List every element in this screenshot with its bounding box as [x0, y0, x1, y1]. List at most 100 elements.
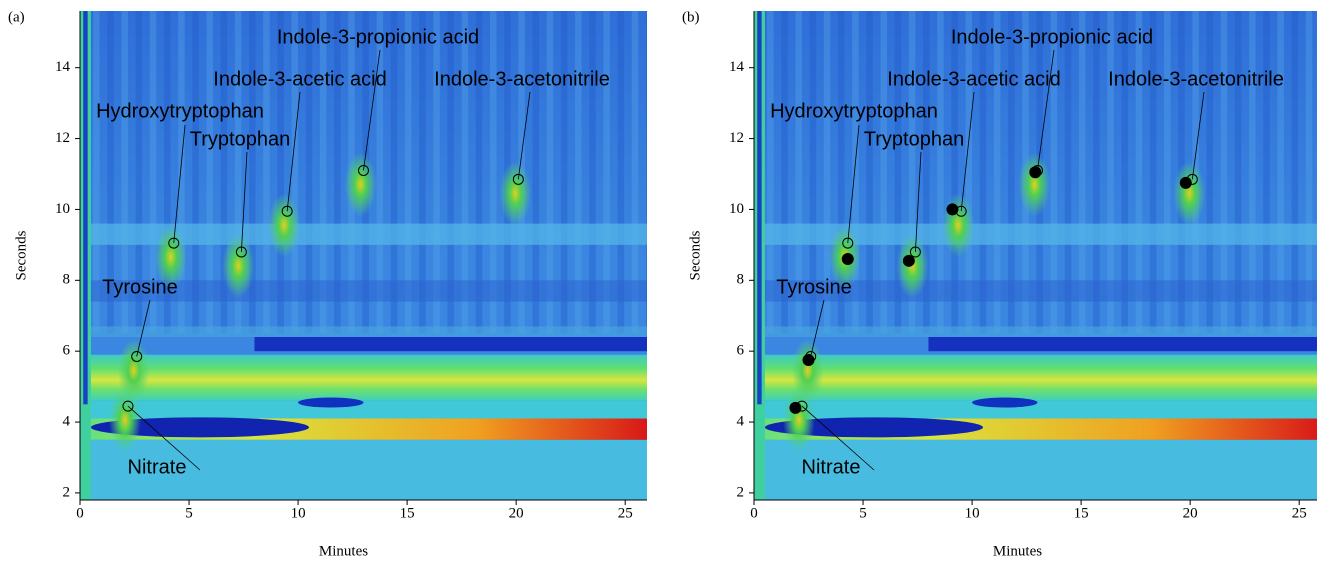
heatmap-band	[83, 11, 88, 405]
heatmap-stripe	[1291, 11, 1299, 334]
heatmap-stripe	[1078, 11, 1086, 334]
heatmap-stripe	[937, 11, 944, 334]
open-point	[281, 205, 293, 217]
heatmap-stripe	[334, 11, 341, 334]
y-tick-label: 4	[63, 413, 71, 429]
heatmap-band	[80, 280, 647, 302]
heatmap-stripe	[603, 11, 610, 334]
open-point	[842, 237, 854, 249]
leader-line	[240, 151, 248, 252]
heatmap-stripe	[852, 11, 859, 334]
heatmap-stripe	[461, 11, 469, 334]
annotation: Indole-3-acetonitrile	[434, 68, 610, 90]
heatmap-stripe	[951, 11, 958, 334]
heatmap-blob	[764, 417, 983, 438]
x-tick-label: 0	[76, 505, 84, 521]
heatmap-stripe	[880, 11, 888, 334]
open-point	[131, 350, 143, 362]
heatmap-stripe	[1064, 11, 1072, 334]
heatmap-stripe	[546, 11, 554, 334]
heatmap-peak	[896, 233, 929, 298]
heatmap-stripe	[781, 11, 788, 334]
heatmap-band	[80, 400, 647, 419]
annotation: Indole-3-propionic acid	[951, 26, 1153, 48]
heatmap-peak	[1018, 152, 1051, 217]
heatmap-blob	[298, 397, 364, 408]
heatmap	[754, 11, 1317, 500]
heatmap-stripe	[404, 11, 412, 334]
filled-point	[946, 203, 959, 216]
heatmap-stripe	[809, 11, 817, 334]
annotation: Tryptophan	[864, 128, 964, 150]
y-tick-label: 6	[63, 343, 71, 359]
heatmap-band	[80, 439, 647, 500]
heatmap-stripe	[249, 11, 256, 334]
heatmap-blob	[972, 397, 1038, 408]
y-tick-label: 4	[737, 413, 745, 429]
heatmap-peak	[222, 233, 255, 298]
y-tick-label: 12	[729, 130, 744, 146]
heatmap-band	[754, 326, 1317, 337]
heatmap-peak	[1173, 161, 1206, 226]
heatmap-stripe	[178, 11, 185, 334]
filled-point	[841, 253, 854, 266]
heatmap-stripe	[291, 11, 299, 334]
heatmap-stripe	[1206, 11, 1214, 334]
heatmap-stripe	[1121, 11, 1129, 334]
heatmap-stripe	[1249, 11, 1256, 334]
heatmap-peak	[499, 161, 532, 226]
heatmap-stripe	[1135, 11, 1143, 334]
x-tick-label: 15	[1074, 505, 1089, 521]
heatmap-stripe	[234, 11, 242, 334]
heatmap-band	[254, 337, 647, 352]
leader-line	[847, 124, 860, 244]
leader-line	[810, 299, 825, 357]
annotation: Tyrosine	[102, 276, 178, 298]
x-tick-label: 5	[185, 505, 193, 521]
heatmap-band	[80, 326, 647, 337]
open-point	[122, 400, 134, 412]
y-tick-label: 10	[55, 201, 70, 217]
heatmap-stripe	[305, 11, 313, 334]
x-tick-label: 25	[1292, 505, 1307, 521]
leader-line	[801, 405, 875, 471]
heatmap-stripe	[1220, 11, 1228, 334]
x-tick-label: 20	[1183, 505, 1198, 521]
heatmap-stripe	[1107, 11, 1114, 334]
heatmap-stripe	[376, 11, 384, 334]
heatmap-stripe	[965, 11, 973, 334]
heatmap-stripe	[390, 11, 398, 334]
open-point	[358, 164, 369, 176]
heatmap-band	[754, 439, 1317, 500]
heatmap-stripe	[631, 11, 639, 334]
heatmap-stripe	[923, 11, 930, 334]
x-tick-label: 20	[509, 505, 524, 521]
heatmap-stripe	[319, 11, 327, 334]
x-tick-label: 15	[400, 505, 415, 521]
leader-line	[127, 405, 201, 471]
y-tick-label: 2	[63, 484, 71, 500]
y-tick-label: 2	[737, 484, 745, 500]
leader-line	[517, 91, 531, 180]
filled-point	[802, 354, 815, 367]
heatmap-stripe	[560, 11, 568, 334]
heatmap-stripe	[149, 11, 157, 334]
leader-line	[1191, 91, 1205, 180]
heatmap-stripe	[823, 11, 831, 334]
y-tick-label: 14	[729, 59, 745, 75]
heatmap-peak	[942, 193, 975, 258]
heatmap-stripe	[993, 11, 1001, 334]
heatmap-stripe	[107, 11, 114, 334]
leader-line	[960, 91, 975, 212]
annotation: Indole-3-acetic acid	[887, 68, 1060, 90]
heatmap-stripe	[475, 11, 483, 334]
x-axis-label: Minutes	[993, 543, 1042, 559]
open-point	[235, 246, 247, 258]
heatmap-stripe	[795, 11, 802, 334]
y-tick-label: 12	[55, 130, 70, 146]
heatmap-stripe	[1008, 11, 1015, 334]
x-tick-label: 5	[859, 505, 867, 521]
x-tick-label: 0	[750, 505, 758, 521]
y-tick-label: 8	[63, 272, 71, 288]
